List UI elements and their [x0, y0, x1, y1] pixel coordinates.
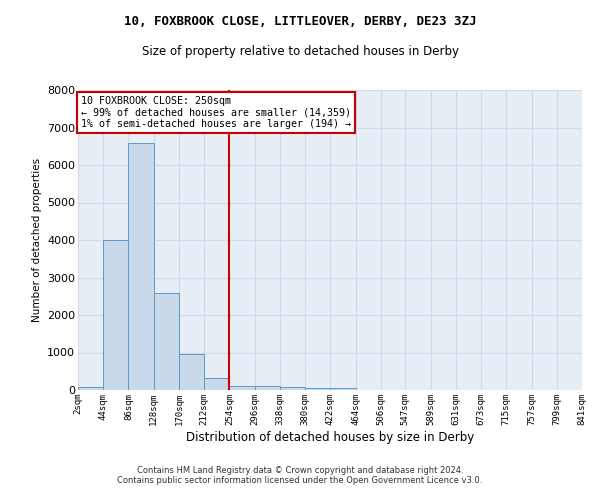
Bar: [179, 354, 204, 390]
Bar: [78, 387, 103, 390]
Bar: [154, 292, 179, 390]
Bar: [229, 386, 254, 390]
Text: 10 FOXBROOK CLOSE: 250sqm
← 99% of detached houses are smaller (14,359)
1% of se: 10 FOXBROOK CLOSE: 250sqm ← 99% of detac…: [80, 96, 350, 129]
X-axis label: Distribution of detached houses by size in Derby: Distribution of detached houses by size …: [186, 430, 474, 444]
Bar: [103, 240, 128, 390]
Bar: [128, 142, 154, 390]
Bar: [331, 388, 356, 390]
Bar: [254, 386, 280, 390]
Text: Contains HM Land Registry data © Crown copyright and database right 2024.
Contai: Contains HM Land Registry data © Crown c…: [118, 466, 482, 485]
Bar: [280, 387, 305, 390]
Text: 10, FOXBROOK CLOSE, LITTLEOVER, DERBY, DE23 3ZJ: 10, FOXBROOK CLOSE, LITTLEOVER, DERBY, D…: [124, 15, 476, 28]
Text: Size of property relative to detached houses in Derby: Size of property relative to detached ho…: [142, 45, 458, 58]
Y-axis label: Number of detached properties: Number of detached properties: [32, 158, 41, 322]
Bar: [305, 388, 331, 390]
Bar: [204, 378, 229, 390]
